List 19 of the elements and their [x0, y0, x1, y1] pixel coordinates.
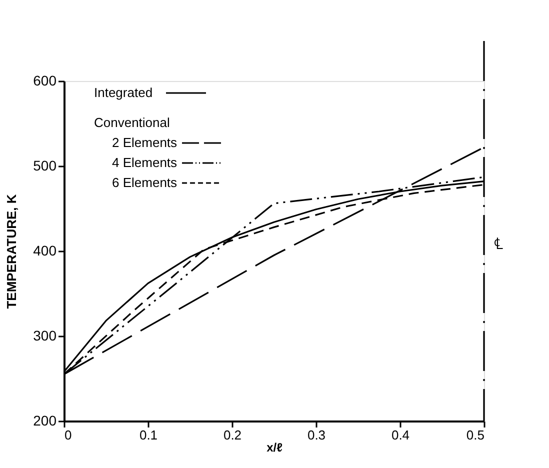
y-tick-label: 600 — [33, 72, 57, 88]
legend-label: 2 Elements — [112, 135, 178, 150]
legend-title: Conventional — [94, 115, 170, 130]
ref-line-label: ℄ — [494, 236, 503, 254]
y-axis-title: TEMPERATURE, K — [4, 194, 20, 309]
y-tick-label: 300 — [33, 328, 57, 344]
x-tick-label: 0 — [64, 428, 72, 442]
y-tick-label: 200 — [33, 412, 57, 428]
x-tick-label: 0.4 — [391, 428, 410, 442]
y-tick-label: 400 — [33, 242, 57, 258]
y-tick-label: 500 — [33, 158, 57, 174]
x-tick-label: 0.3 — [307, 428, 326, 442]
legend-label: 4 Elements — [112, 155, 178, 170]
x-tick-label: 0.1 — [139, 428, 158, 442]
x-tick-label: 0.5 — [466, 428, 484, 442]
legend-label: Integrated — [94, 85, 153, 100]
legend-label: 6 Elements — [112, 175, 178, 190]
x-axis-title: x/ℓ — [266, 440, 283, 454]
x-tick-label: 0.2 — [223, 428, 242, 442]
